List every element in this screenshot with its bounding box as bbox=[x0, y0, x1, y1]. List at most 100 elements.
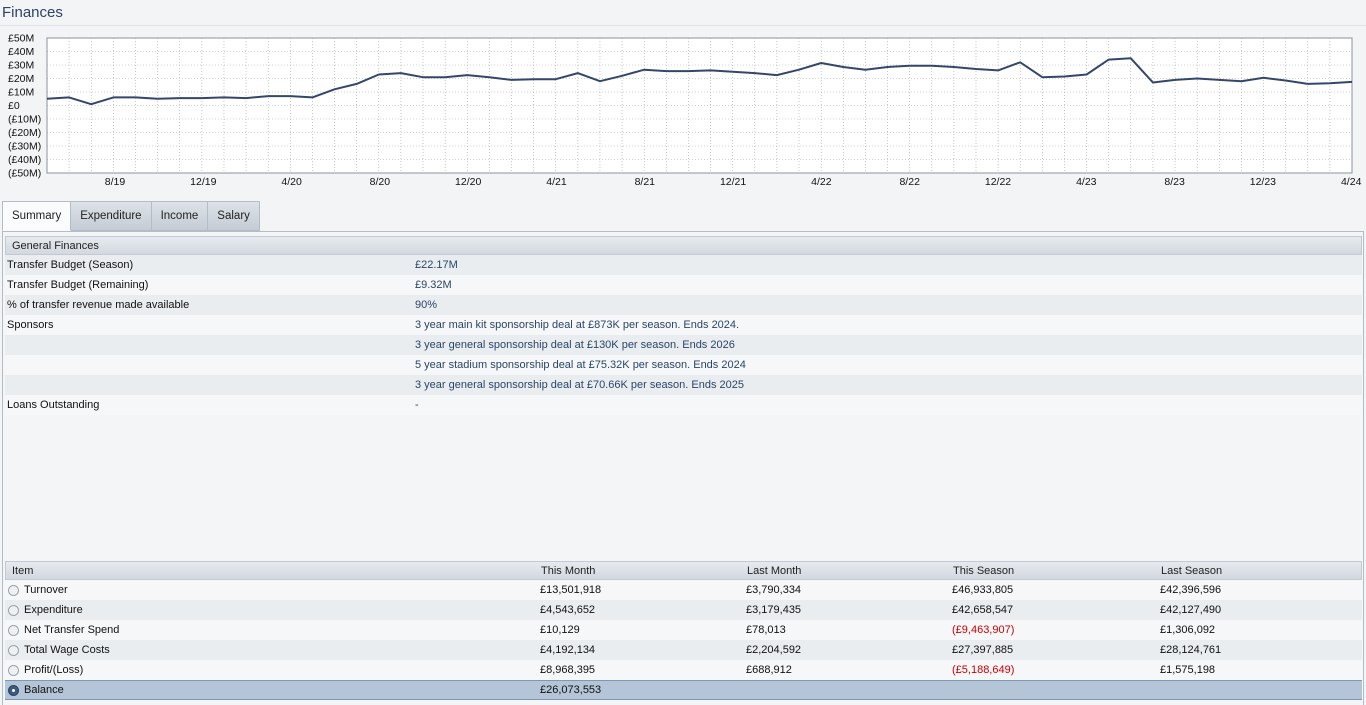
cell-last-season: £1,575,198 bbox=[1160, 664, 1216, 676]
general-finances-heading: General Finances bbox=[5, 236, 1362, 255]
info-label: Loans Outstanding bbox=[7, 399, 100, 411]
cell-last-season: £42,396,596 bbox=[1160, 584, 1222, 596]
cell-last-month: £78,013 bbox=[746, 624, 786, 636]
info-value: 5 year stadium sponsorship deal at £75.3… bbox=[415, 359, 746, 371]
cell-this-season: £42,658,547 bbox=[952, 604, 1014, 616]
cell-this-month: £4,543,652 bbox=[540, 604, 596, 616]
tab-income[interactable]: Income bbox=[151, 201, 209, 231]
row-item-label: Expenditure bbox=[24, 604, 83, 616]
column-header-last-season[interactable]: Last Season bbox=[1161, 565, 1223, 577]
row-item-label: Total Wage Costs bbox=[24, 644, 110, 656]
y-tick-label: (£40M) bbox=[8, 154, 41, 166]
x-tick-label: 4/21 bbox=[546, 176, 567, 188]
page-title: Finances bbox=[2, 4, 63, 21]
balance-history-chart: £50M£40M £30M£20M £10M£0 (£10M)(£20M) (£30M)… bbox=[8, 33, 1362, 189]
column-header-this-season[interactable]: This Season bbox=[953, 565, 1015, 577]
x-tick-label: 8/20 bbox=[370, 176, 391, 188]
cell-last-month: £3,179,435 bbox=[746, 604, 802, 616]
column-header-last-month[interactable]: Last Month bbox=[747, 565, 802, 577]
info-label: % of transfer revenue made available bbox=[7, 299, 190, 311]
y-tick-label: (£10M) bbox=[8, 114, 41, 126]
y-tick-label: £30M bbox=[8, 60, 34, 72]
y-tick-label: (£50M) bbox=[8, 168, 41, 180]
x-tick-label: 8/22 bbox=[899, 176, 920, 188]
info-value: 90% bbox=[415, 299, 438, 311]
x-tick-label: 8/19 bbox=[105, 176, 126, 188]
x-tick-label: 12/21 bbox=[720, 176, 746, 188]
x-tick-label: 12/19 bbox=[190, 176, 216, 188]
radio-icon[interactable] bbox=[8, 664, 19, 676]
info-row: Transfer Budget (Remaining) £9.32M bbox=[5, 275, 1362, 295]
info-value: 3 year general sponsorship deal at £130K… bbox=[415, 339, 735, 351]
cell-this-month: £8,968,395 bbox=[540, 664, 596, 676]
cell-last-month: £3,790,334 bbox=[746, 584, 802, 596]
table-row[interactable]: Expenditure £4,543,652 £3,179,435 £42,65… bbox=[5, 600, 1362, 620]
x-tick-label: 12/22 bbox=[985, 176, 1011, 188]
tab-bar: Summary Expenditure Income Salary bbox=[2, 201, 260, 231]
summary-panel: General Finances Transfer Budget (Season… bbox=[2, 231, 1364, 705]
info-value: £9.32M bbox=[415, 279, 452, 291]
table-row[interactable]: Net Transfer Spend £10,129 £78,013 (£9,4… bbox=[5, 620, 1362, 640]
x-tick-label: 4/23 bbox=[1076, 176, 1097, 188]
info-row: 5 year stadium sponsorship deal at £75.3… bbox=[5, 355, 1362, 375]
y-tick-label: £10M bbox=[8, 87, 34, 99]
tab-salary[interactable]: Salary bbox=[208, 201, 260, 231]
info-value: 3 year main kit sponsorship deal at £873… bbox=[415, 319, 740, 331]
x-tick-label: 4/22 bbox=[811, 176, 832, 188]
radio-icon[interactable] bbox=[8, 604, 19, 616]
cell-this-season: £27,397,885 bbox=[952, 644, 1014, 656]
balance-series-line bbox=[46, 57, 1353, 106]
cell-this-season: (£5,188,649) bbox=[952, 664, 1015, 676]
info-row: Transfer Budget (Season) £22.17M bbox=[5, 255, 1362, 275]
y-tick-label: (£20M) bbox=[8, 127, 41, 139]
cell-this-month: £10,129 bbox=[540, 624, 580, 636]
cell-this-month: £13,501,918 bbox=[540, 584, 602, 596]
info-row: 3 year general sponsorship deal at £130K… bbox=[5, 335, 1362, 355]
cell-last-month: £688,912 bbox=[746, 664, 792, 676]
cell-this-season: (£9,463,907) bbox=[952, 624, 1015, 636]
tab-summary[interactable]: Summary bbox=[2, 201, 72, 231]
info-row: Sponsors 3 year main kit sponsorship deal… bbox=[5, 315, 1362, 335]
plot-area bbox=[46, 37, 1353, 174]
info-value: £22.17M bbox=[415, 259, 458, 271]
tab-expenditure[interactable]: Expenditure bbox=[71, 201, 152, 231]
x-tick-label: 4/20 bbox=[281, 176, 302, 188]
radio-icon[interactable] bbox=[8, 624, 19, 636]
x-tick-label: 12/20 bbox=[455, 176, 481, 188]
y-tick-label: £0 bbox=[8, 100, 20, 112]
radio-icon[interactable] bbox=[8, 584, 19, 596]
row-item-label: Profit/(Loss) bbox=[24, 664, 84, 676]
radio-selected-icon[interactable] bbox=[8, 684, 19, 696]
info-value: 3 year general sponsorship deal at £70.6… bbox=[415, 379, 745, 391]
info-row: Loans Outstanding - bbox=[5, 395, 1362, 415]
cell-last-season: £28,124,761 bbox=[1160, 644, 1222, 656]
table-row-selected[interactable]: Balance £26,073,553 bbox=[5, 680, 1362, 700]
radio-icon[interactable] bbox=[8, 644, 19, 656]
y-tick-label: £40M bbox=[8, 46, 34, 58]
finance-summary-table: Item This Month Last Month This Season L… bbox=[5, 561, 1362, 700]
cell-this-season: £46,933,805 bbox=[952, 584, 1014, 596]
column-header-item[interactable]: Item bbox=[12, 565, 34, 577]
table-header: Item This Month Last Month This Season L… bbox=[5, 561, 1362, 580]
cell-last-month: £2,204,592 bbox=[746, 644, 802, 656]
info-value: - bbox=[415, 399, 419, 411]
row-item-label: Turnover bbox=[24, 584, 68, 596]
x-tick-label: 4/24 bbox=[1341, 176, 1362, 188]
cell-last-season: £1,306,092 bbox=[1160, 624, 1216, 636]
cell-last-season: £42,127,490 bbox=[1160, 604, 1222, 616]
cell-this-month: £4,192,134 bbox=[540, 644, 596, 656]
row-item-label: Balance bbox=[24, 684, 64, 696]
info-label: Transfer Budget (Season) bbox=[7, 259, 134, 271]
column-header-this-month[interactable]: This Month bbox=[541, 565, 596, 577]
x-tick-label: 8/21 bbox=[635, 176, 656, 188]
info-label: Transfer Budget (Remaining) bbox=[7, 279, 149, 291]
info-row: 3 year general sponsorship deal at £70.6… bbox=[5, 375, 1362, 395]
y-tick-label: £20M bbox=[8, 73, 34, 85]
table-row[interactable]: Total Wage Costs £4,192,134 £2,204,592 £… bbox=[5, 640, 1362, 660]
title-divider bbox=[0, 25, 1366, 26]
cell-this-month: £26,073,553 bbox=[540, 684, 602, 696]
table-row[interactable]: Profit/(Loss) £8,968,395 £688,912 (£5,18… bbox=[5, 660, 1362, 680]
table-row[interactable]: Turnover £13,501,918 £3,790,334 £46,933,… bbox=[5, 580, 1362, 600]
x-tick-label: 12/23 bbox=[1250, 176, 1276, 188]
general-finances-list: Transfer Budget (Season) £22.17M Transfer… bbox=[5, 255, 1362, 415]
